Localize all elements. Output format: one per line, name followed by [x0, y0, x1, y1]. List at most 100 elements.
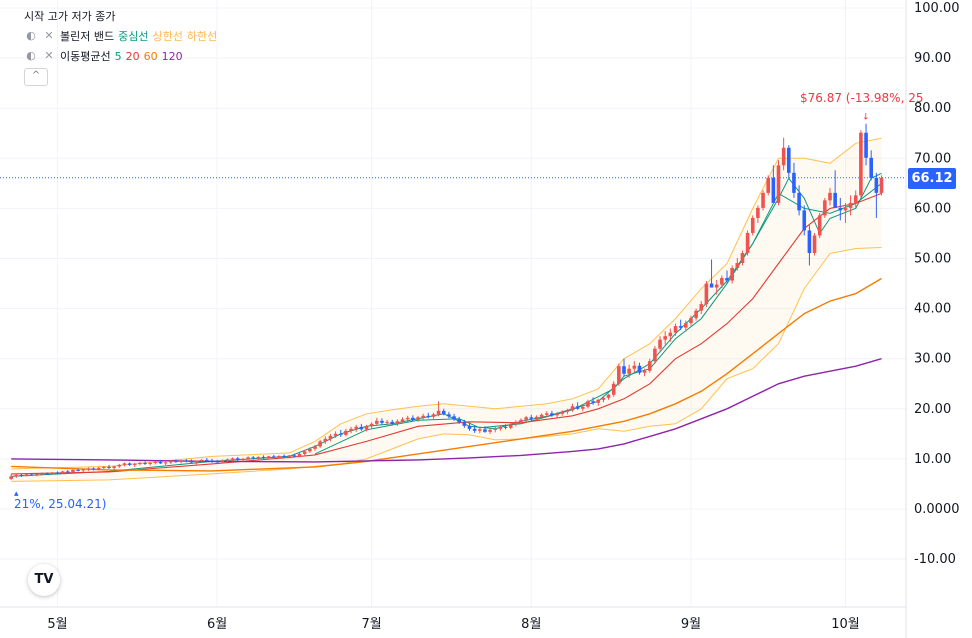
candle-body [297, 453, 302, 457]
candle-body [730, 268, 734, 281]
candle-body [663, 336, 667, 340]
candle-body [462, 422, 467, 426]
candle-body [601, 397, 606, 400]
candle-body [122, 463, 127, 465]
ma20-line [11, 192, 882, 475]
candle-body [668, 332, 673, 337]
candle-body [107, 466, 111, 468]
candle-body [375, 420, 379, 424]
x-tick-label: 8월 [521, 617, 541, 632]
candle-body [266, 456, 271, 458]
candle-body [575, 406, 580, 409]
candle-body [127, 463, 132, 465]
ma5-label: 5 [114, 49, 122, 63]
candle-body [709, 283, 714, 288]
low-price-annotation: 21%, 25.04.21) [14, 497, 107, 511]
candle-body [318, 441, 322, 447]
candle-body [29, 474, 34, 476]
bollinger-name: 볼린저 밴드 [60, 30, 115, 43]
candle-body [560, 411, 564, 414]
candle-body [529, 417, 534, 419]
eye-hidden-icon[interactable]: ◐ [26, 49, 36, 62]
y-tick-label: 100.00 [914, 1, 960, 16]
bollinger-band-fill [11, 138, 882, 482]
candle-body [215, 461, 219, 463]
candle-body [740, 252, 745, 264]
candle-body [472, 428, 477, 431]
close-icon[interactable]: ✕ [44, 29, 54, 42]
y-tick-label: 70.00 [914, 151, 951, 166]
candle-body [282, 455, 286, 457]
candle-body [132, 463, 137, 465]
candle-body [364, 426, 369, 430]
bollinger-upper-line [11, 137, 882, 470]
candle-body [400, 419, 405, 422]
candle-body [50, 472, 55, 474]
y-tick-label: 40.00 [914, 302, 951, 317]
candle-body [153, 461, 158, 463]
candle-body [148, 462, 152, 464]
candle-body [71, 469, 75, 472]
candle-body [694, 310, 698, 319]
close-icon[interactable]: ✕ [44, 49, 54, 62]
bollinger-legend-row[interactable]: ◐ ✕ 볼린저 밴드 중심선 상한선 하한선 [24, 26, 217, 46]
candle-body [349, 428, 353, 431]
candle-body [205, 459, 209, 461]
y-tick-label: 90.00 [914, 51, 951, 66]
tradingview-logo[interactable]: TV [28, 564, 60, 596]
candle-body [60, 471, 65, 473]
y-tick-label: 30.00 [914, 352, 951, 367]
high-marker-arrow: ↓ [862, 113, 870, 123]
candle-body [143, 462, 147, 464]
candle-body [308, 448, 312, 452]
candle-body [76, 469, 80, 471]
candle-body [684, 323, 688, 328]
ma120-line [11, 358, 882, 463]
candle-body [189, 461, 194, 463]
candle-body [853, 195, 858, 203]
candle-body [771, 177, 776, 203]
eye-hidden-icon[interactable]: ◐ [26, 29, 36, 42]
ma-legend-row[interactable]: ◐ ✕ 이동평균선 5 20 60 120 [24, 46, 217, 66]
y-tick-label: -10.00 [914, 552, 956, 567]
y-tick-label: 80.00 [914, 101, 951, 116]
candle-body [647, 361, 652, 371]
candle-body [756, 207, 760, 218]
candle-body [591, 401, 595, 403]
candle-body [390, 421, 395, 424]
candle-body [848, 202, 853, 208]
candle-body [158, 461, 163, 464]
bollinger-mid-label: 중심선 [118, 30, 149, 43]
candle-body [797, 192, 801, 211]
candle-body [617, 366, 621, 384]
candle-body [581, 406, 585, 409]
candle-body [179, 460, 183, 462]
candle-body [642, 370, 647, 373]
candle-body [761, 192, 765, 208]
candle-body [596, 399, 601, 403]
candle-body [277, 455, 281, 458]
candle-body [380, 420, 384, 423]
candle-body [45, 473, 49, 475]
y-tick-label: 0.0000 [914, 502, 960, 517]
low-marker-arrow: ▴ [14, 489, 19, 499]
candle-body [503, 426, 508, 428]
candle-body [606, 394, 611, 398]
candle-body [514, 421, 518, 425]
candle-body [807, 230, 812, 253]
x-tick-label: 9월 [681, 617, 701, 632]
y-tick-label: 10.00 [914, 452, 951, 467]
candle-body [457, 419, 461, 423]
collapse-legend-button[interactable]: ^ [24, 68, 48, 86]
candle-body [416, 417, 420, 420]
candle-body [359, 426, 364, 430]
candle-body [102, 466, 106, 468]
candle-body [586, 401, 590, 407]
candle-body [40, 473, 44, 475]
candle-body [421, 415, 425, 418]
candle-body [447, 414, 451, 417]
candle-body [24, 474, 29, 476]
candle-body [302, 451, 307, 454]
